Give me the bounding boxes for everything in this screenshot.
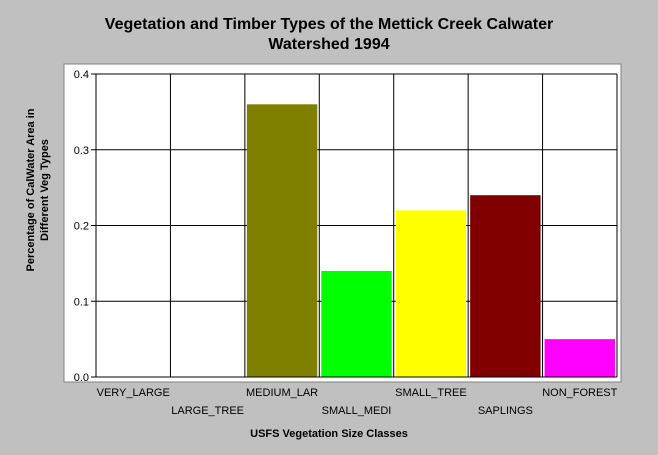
x-category-label: MEDIUM_LAR <box>246 387 318 399</box>
bar-non-forest <box>544 339 615 377</box>
bar-medium-lar <box>246 104 318 378</box>
y-tick-label: 0.2 <box>74 221 89 233</box>
chart-title-line-2: Watershed 1994 <box>268 36 390 53</box>
y-tick-label: 0.3 <box>74 145 89 157</box>
x-category-label: NON_FOREST <box>542 387 617 399</box>
bar-small-tree <box>395 210 467 377</box>
y-axis-label: Percentage of CalWater Area in Different… <box>24 70 52 310</box>
y-tick-label: 0.1 <box>74 296 89 308</box>
x-category-label: LARGE_TREE <box>171 405 244 417</box>
y-axis-label-line-1: Percentage of CalWater Area in <box>25 108 37 272</box>
bar-saplings <box>470 195 541 377</box>
x-category-label: SMALL_TREE <box>395 387 467 399</box>
y-axis-label-line-2: Different Veg Types <box>39 139 51 241</box>
x-category-label: SAPLINGS <box>478 405 533 417</box>
x-category-label: SMALL_MEDI <box>322 405 392 417</box>
y-tick-label: 0.0 <box>74 372 89 384</box>
chart-title-line-1: Vegetation and Timber Types of the Metti… <box>104 16 554 33</box>
y-tick-label: 0.4 <box>74 69 89 81</box>
x-category-label: VERY_LARGE <box>97 387 170 399</box>
x-axis-label: USFS Vegetation Size Classes <box>250 428 408 440</box>
bar-small-medi <box>321 270 392 377</box>
